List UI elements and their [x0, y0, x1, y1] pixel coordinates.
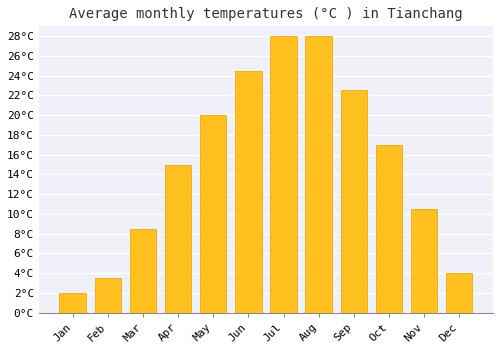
Bar: [94, 278, 121, 313]
Bar: [60, 293, 86, 313]
Bar: [411, 209, 438, 313]
Bar: [235, 71, 262, 313]
Bar: [340, 90, 367, 313]
Bar: [130, 229, 156, 313]
Bar: [270, 36, 296, 313]
Bar: [306, 36, 332, 313]
Bar: [376, 145, 402, 313]
Title: Average monthly temperatures (°C ) in Tianchang: Average monthly temperatures (°C ) in Ti…: [69, 7, 462, 21]
Bar: [446, 273, 472, 313]
Bar: [200, 115, 226, 313]
Bar: [165, 164, 191, 313]
